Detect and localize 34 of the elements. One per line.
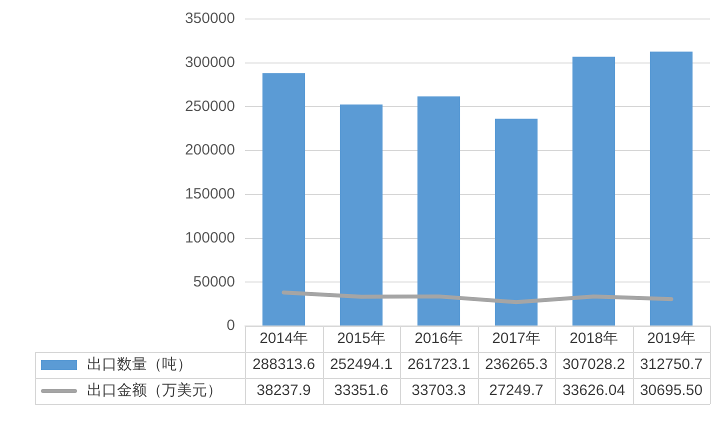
x-tick-label: 2018年: [570, 330, 618, 348]
bar: [417, 96, 460, 326]
y-tick-label: 250000: [184, 98, 235, 115]
data-label: 33703.3: [412, 382, 466, 400]
data-label: 288313.6: [252, 356, 316, 374]
x-tick-label: 2015年: [337, 330, 386, 348]
legend-label: 出口金额（万美元）: [87, 382, 222, 400]
data-label: 312750.7: [640, 356, 703, 374]
x-tick-label: 2014年: [260, 330, 308, 348]
bar: [572, 56, 616, 326]
data-label: 27249.7: [489, 382, 544, 400]
data-label: 33626.04: [562, 382, 626, 400]
bar: [340, 104, 383, 326]
y-tick-label: 300000: [184, 54, 235, 71]
y-tick-label: 0: [226, 317, 235, 334]
data-label: 30695.50: [640, 382, 703, 400]
data-label: 307028.2: [562, 356, 626, 374]
bar: [650, 52, 693, 326]
legend-label: 出口数量（吨）: [87, 356, 192, 374]
data-label: 252494.1: [330, 356, 393, 374]
y-tick-label: 100000: [184, 229, 235, 246]
x-tick-label: 2016年: [414, 330, 463, 348]
data-label: 38237.9: [256, 382, 311, 400]
y-tick-label: 200000: [184, 142, 235, 159]
data-label: 236265.3: [484, 356, 548, 374]
x-tick-label: 2017年: [492, 330, 540, 348]
data-label: 33351.6: [334, 382, 388, 400]
y-tick-label: 350000: [184, 10, 235, 28]
bar: [494, 118, 538, 326]
x-tick-label: 2019年: [647, 330, 696, 348]
y-tick-label: 50000: [193, 273, 235, 290]
y-tick-label: 150000: [184, 186, 235, 203]
bar: [262, 73, 306, 326]
data-label: 261723.1: [407, 356, 470, 374]
